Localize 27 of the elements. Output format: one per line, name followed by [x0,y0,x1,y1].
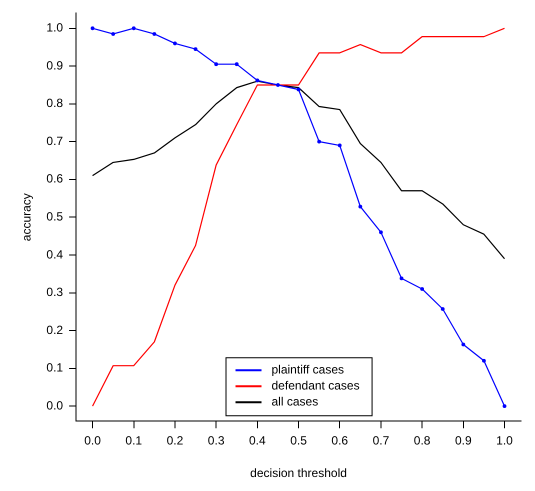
x-tick-label: 0.5 [290,434,308,448]
y-tick-label: 0.5 [46,210,64,224]
x-tick-label: 1.0 [496,434,514,448]
y-tick-label: 0.8 [46,96,64,110]
x-tick-label: 0.7 [372,434,390,448]
legend-label: all cases [272,394,318,409]
x-tick-label: 0.0 [84,434,102,448]
x-tick-label: 0.6 [331,434,348,448]
legend-label: plaintiff cases [272,362,344,377]
legend-label: defendant cases [272,378,360,393]
x-tick-label: 0.2 [166,434,184,448]
y-tick-label: 0.9 [46,58,64,72]
y-tick-label: 0.3 [46,285,64,300]
y-tick-label: 1.0 [46,20,64,35]
x-tick-label: 0.3 [208,434,225,448]
y-tick-label: 0.6 [46,172,64,186]
y-tick-label: 0.2 [46,322,64,337]
y-tick-label: 0.7 [46,134,64,148]
x-tick-label: 0.4 [249,434,266,448]
x-axis-title: decision threshold [250,466,347,480]
y-tick-label: 0.1 [46,360,64,375]
x-tick-label: 0.1 [125,434,142,448]
y-tick-label: 0.0 [46,398,64,412]
x-tick-label: 0.8 [414,434,431,448]
y-axis-title: accuracy [20,193,34,242]
x-tick-label: 0.9 [454,434,472,448]
y-tick-label: 0.4 [46,247,64,262]
